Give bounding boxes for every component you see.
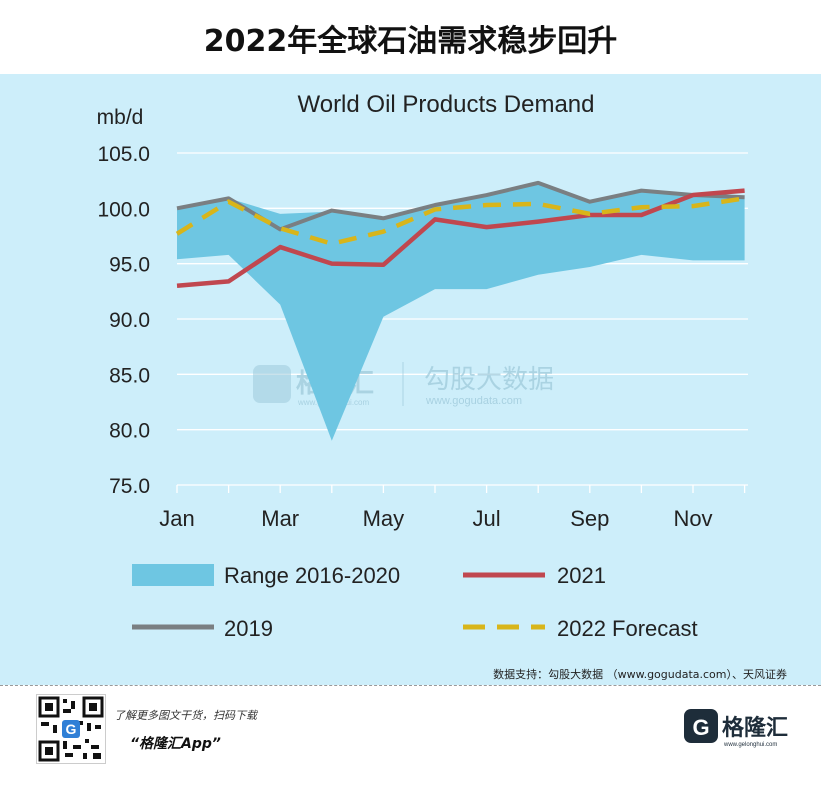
watermark-right-brand: 勾股大数据: [424, 364, 554, 394]
source-note: 数据支持：勾股大数据 （www.gogudata.com）、天风证券: [493, 668, 787, 681]
y-tick-label: 90.0: [109, 309, 150, 332]
main-title: 2022年全球石油需求稳步回升: [203, 24, 618, 59]
y-tick-labels: 105.0 100.0 95.0 90.0 85.0 80.0 75.0: [97, 143, 150, 498]
y-tick-label: 80.0: [109, 420, 150, 443]
watermark-logo-icon: [253, 365, 291, 403]
chart-panel: World Oil Products Demand mb/d 105.0 100.…: [0, 74, 821, 685]
x-tick-label: Jan: [159, 506, 194, 531]
series-line-2021: [176, 188, 745, 289]
y-tick-label: 100.0: [97, 198, 150, 221]
x-tick-labels: Jan Mar May Jul Sep Nov: [159, 506, 712, 531]
brand-logo-icon: [684, 709, 718, 743]
promo-app-name: “格隆汇App”: [130, 736, 221, 752]
y-axis-unit: mb/d: [97, 106, 144, 129]
legend-swatch-range: [132, 564, 214, 586]
x-tick-label: Sep: [570, 506, 609, 531]
y-tick-label: 85.0: [109, 364, 150, 387]
header-bar: 2022年全球石油需求稳步回升: [0, 0, 821, 74]
x-tick-label: Nov: [673, 506, 712, 531]
legend-label-2021: 2021: [557, 563, 606, 588]
watermark: 格隆汇 www.gelonghui.com 勾股大数据 www.gogudata…: [253, 362, 554, 407]
x-tick-label: Mar: [261, 506, 299, 531]
svg-text:G: G: [66, 721, 77, 737]
legend: Range 2016-2020 2021 2019 2022 Forecast: [132, 563, 698, 641]
promo-text: 了解更多图文干货，扫码下载: [114, 709, 257, 722]
brand-url: www.gelonghui.com: [723, 742, 777, 748]
data-layer: [175, 180, 745, 441]
brand-name: 格隆汇: [722, 715, 788, 740]
y-tick-label: 75.0: [109, 475, 150, 498]
legend-label-range: Range 2016-2020: [224, 563, 400, 588]
range-band: [177, 182, 745, 441]
y-tick-label: 105.0: [97, 143, 150, 166]
svg-text:G: G: [692, 715, 709, 740]
series-line-2022-forecast: [175, 196, 745, 246]
x-tick-label: May: [363, 506, 405, 531]
chart-title: World Oil Products Demand: [298, 91, 595, 118]
watermark-right-url: www.gogudata.com: [425, 395, 522, 407]
x-tick-label: Jul: [473, 506, 501, 531]
y-tick-label: 95.0: [109, 254, 150, 277]
brand-logo[interactable]: G 格隆汇 www.gelonghui.com: [684, 705, 794, 749]
legend-label-2022: 2022 Forecast: [557, 616, 698, 641]
qr-code[interactable]: G: [36, 694, 106, 764]
qr-code-icon: G: [38, 696, 104, 762]
legend-label-2019: 2019: [224, 616, 273, 641]
footer-divider: [0, 685, 821, 686]
oil-demand-chart: World Oil Products Demand mb/d 105.0 100.…: [97, 91, 748, 641]
series-line-2019: [176, 180, 745, 232]
